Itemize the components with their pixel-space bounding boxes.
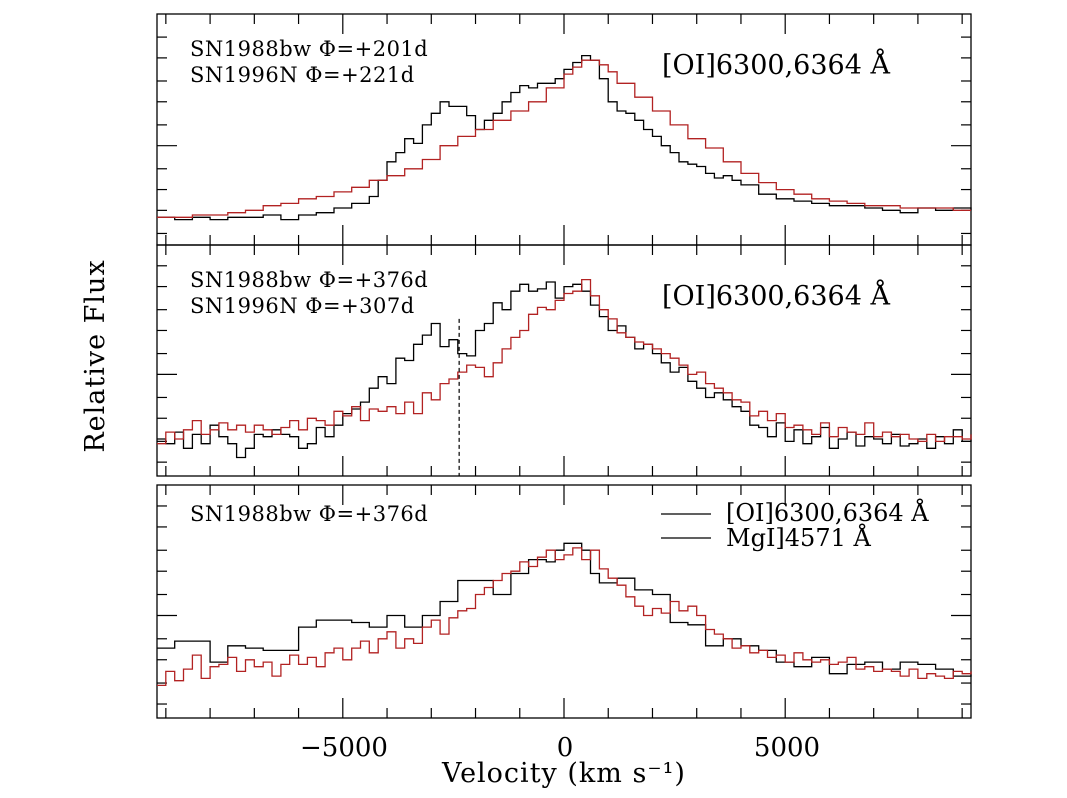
panel-middle-annotation-1: SN1988bw Φ=+376d	[190, 268, 428, 292]
y-axis-title: Relative Flux	[80, 259, 111, 452]
x-tick-label-0: 0	[557, 733, 574, 763]
panel-middle-series-red	[157, 278, 972, 445]
panel-middle-series-black	[157, 281, 972, 459]
legend-label-oi: [OI]6300,6364 Å	[726, 498, 929, 527]
panel-middle-line-label: [OI]6300,6364 Å	[662, 279, 890, 312]
panel-bottom-series-red	[157, 547, 972, 687]
panel-top-line-label: [OI]6300,6364 Å	[662, 48, 890, 81]
panel-bottom-annotation-1: SN1988bw Φ=+376d	[190, 502, 428, 526]
panel-top-annotation-2: SN1996N Φ=+221d	[190, 63, 415, 87]
x-tick-label-5000: 5000	[754, 733, 820, 763]
panel-top-series-black	[157, 54, 972, 221]
legend-label-mgi: MgI]4571 Å	[726, 523, 871, 552]
panels-group	[156, 13, 972, 719]
panel-top-series-red	[157, 59, 971, 218]
x-axis-title: Velocity (km s⁻¹)	[441, 758, 686, 789]
panel-middle-annotation-2: SN1996N Φ=+307d	[190, 294, 415, 318]
panel-top-annotation-1: SN1988bw Φ=+201d	[190, 37, 428, 61]
panel-bottom-series-black	[157, 542, 972, 677]
x-tick-label-neg5000: −5000	[300, 733, 388, 763]
